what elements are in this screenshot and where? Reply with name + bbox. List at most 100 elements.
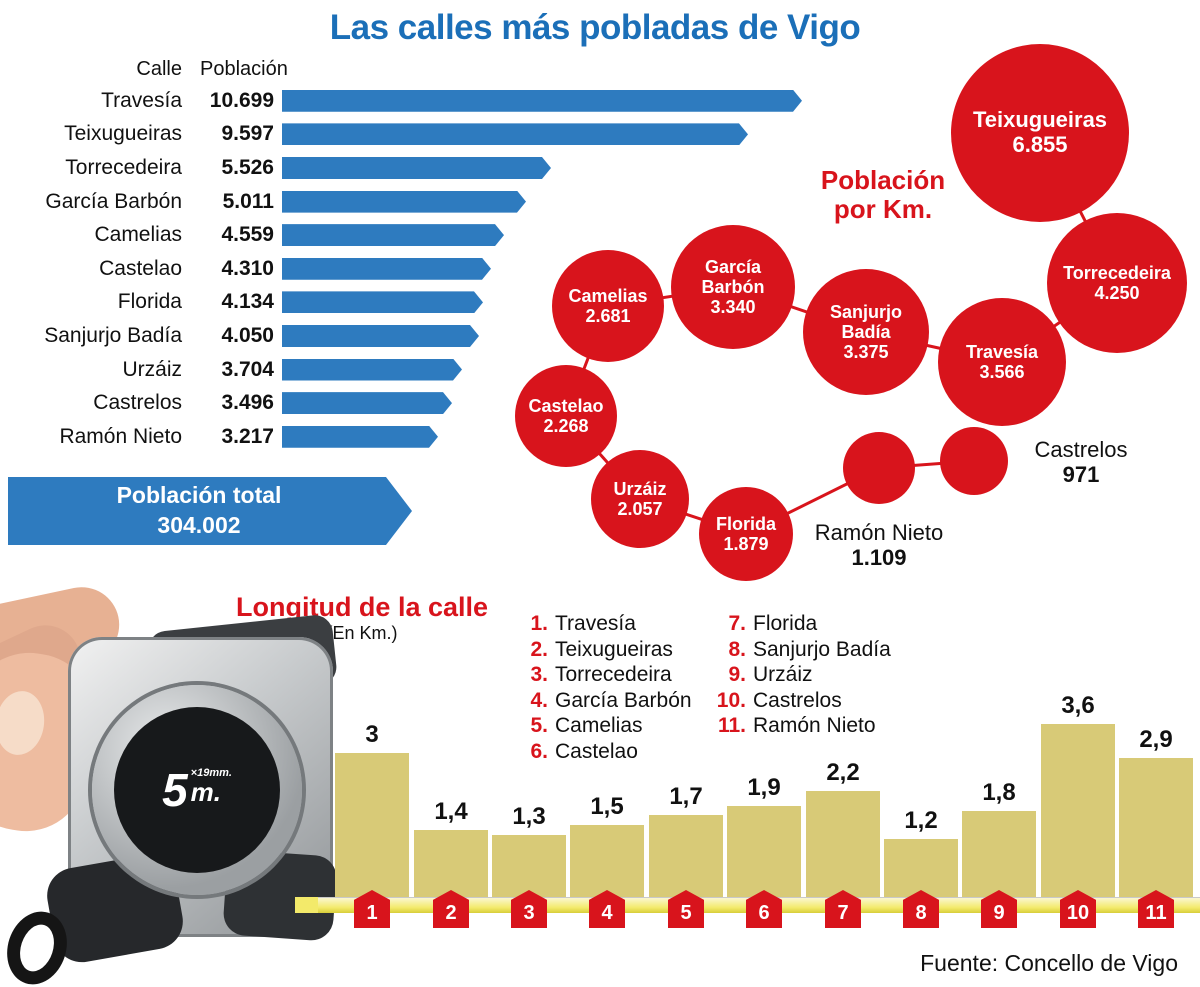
length-legend-col1: 1. Travesía 2. Teixugueiras 3. Torrecedeira 4.… [514,611,692,765]
population-bar [282,426,438,448]
bubble-chart-heading: Población por Km. [797,166,969,223]
population-bar [282,392,452,414]
population-rows: Travesía 10.699 Teixugueiras 9.597 Torrecede… [0,84,920,454]
length-bar [414,830,488,897]
population-bar [282,325,479,347]
bubble-value: 4.250 [1094,283,1140,303]
bubble-street-name: Travesía [965,341,1039,362]
bubble-value: 971 [1062,462,1100,488]
length-value: 2,2 [826,759,860,786]
legend-item: 8. Sanjurjo Badía [712,637,891,663]
population-per-km-bubble: Travesía 3.566 [938,298,1066,426]
tape-size-detail: ×19mm. [190,767,232,779]
bubble-heading-line2: por Km. [833,193,933,224]
legend-street-name: Florida [753,612,818,635]
legend-street-name: Teixugueiras [555,637,673,661]
population-bar [282,291,483,313]
legend-item: 5. Camelias [514,713,692,739]
length-value: 1,9 [747,774,781,801]
legend-number: 7. [728,612,746,635]
bubble-value: 1.109 [851,545,907,571]
population-per-km-bubble: Urzáiz 2.057 [591,450,689,548]
population-per-km-bubble: Teixugueiras 6.855 [951,44,1129,222]
bubble-outside-label: Castrelos 971 [1016,437,1146,488]
population-value: 3.496 [221,391,274,415]
column-header-population: Población [200,58,288,80]
bubble-street-name: Florida [715,513,776,534]
bubble-value: 3.566 [979,362,1025,382]
legend-item: 4. García Barbón [514,688,692,714]
length-value: 1,5 [590,793,624,820]
population-value: 4.310 [221,256,274,280]
legend-number: 8. [728,637,746,661]
legend-number: 9. [728,663,746,686]
legend-item: 1. Travesía [514,611,692,637]
street-name: Urzáiz [122,357,182,381]
population-value: 4.134 [221,290,274,314]
legend-item: 10. Castrelos [712,688,891,714]
street-name: Ramón Nieto [59,424,182,448]
population-bar [282,90,802,112]
population-row: García Barbón 5.011 [0,185,920,219]
bubble-street-name: Urzáiz [613,478,667,499]
population-per-km-bubble: Florida 1.879 [699,487,793,581]
length-bar [1119,758,1193,897]
population-row: Ramón Nieto 3.217 [0,420,920,454]
legend-item: 2. Teixugueiras [514,637,692,663]
population-bar [282,123,748,145]
tape-measure-center: 5 ×19mm. m. [114,707,280,873]
population-row: Florida 4.134 [0,286,920,320]
legend-street-name: Torrecedeira [555,663,672,686]
bubble-heading-line1: Población [820,165,946,195]
bubble-value: 2.057 [617,499,663,519]
legend-street-name: Urzáiz [753,663,813,686]
legend-item: 6. Castelao [514,739,692,765]
street-name: Teixugueiras [64,122,182,146]
street-name: García Barbón [45,189,182,213]
bubble-street-name: Castrelos [1034,437,1128,462]
population-bar [282,191,526,213]
bubble-street-name: Teixugueiras [972,107,1108,133]
length-bar [570,825,644,897]
population-value: 4.050 [221,323,274,347]
population-row: Sanjurjo Badía 4.050 [0,319,920,353]
legend-number: 3. [530,663,548,686]
length-value: 1,8 [982,779,1016,806]
population-per-km-bubble: Torrecedeira 4.250 [1047,213,1187,353]
column-header-street: Calle [136,58,182,80]
street-name: Castrelos [93,391,182,415]
legend-item: 11. Ramón Nieto [712,713,891,739]
population-row: Urzáiz 3.704 [0,353,920,387]
bubble-value: 6.855 [1012,132,1068,157]
length-bar [1041,724,1115,897]
legend-number: 1. [530,612,548,635]
population-value: 5.011 [222,189,274,213]
page-title: Las calles más pobladas de Vigo [329,8,861,47]
population-bar [282,258,491,280]
tape-size-unit: m. [190,777,221,808]
legend-number: 5. [530,714,548,737]
street-name: Camelias [94,223,182,247]
population-total-value: 304.002 [157,512,241,538]
street-name: Sanjurjo Badía [44,323,182,347]
legend-number: 2. [530,637,548,661]
legend-street-name: García Barbón [555,688,692,712]
length-value: 1,3 [512,803,546,830]
legend-street-name: Sanjurjo Badía [753,637,891,661]
length-bar [649,815,723,897]
length-bar [335,753,409,897]
legend-item: 3. Torrecedeira [514,662,692,688]
tape-size-text: 5 ×19mm. m. [162,767,232,813]
tape-measure-photo: 5 ×19mm. m. [0,580,345,987]
legend-street-name: Castelao [555,739,638,763]
street-name: Castelao [99,256,182,280]
length-value: 3,6 [1061,692,1095,719]
population-value: 3.704 [221,357,274,381]
length-value: 1,4 [434,798,468,825]
length-value: 2,9 [1139,726,1173,753]
tape-blade-strip [318,897,1200,913]
population-bar [282,359,462,381]
population-total-label: Población total [116,482,282,509]
population-row: Travesía 10.699 [0,84,920,118]
legend-number: 6. [530,739,548,763]
